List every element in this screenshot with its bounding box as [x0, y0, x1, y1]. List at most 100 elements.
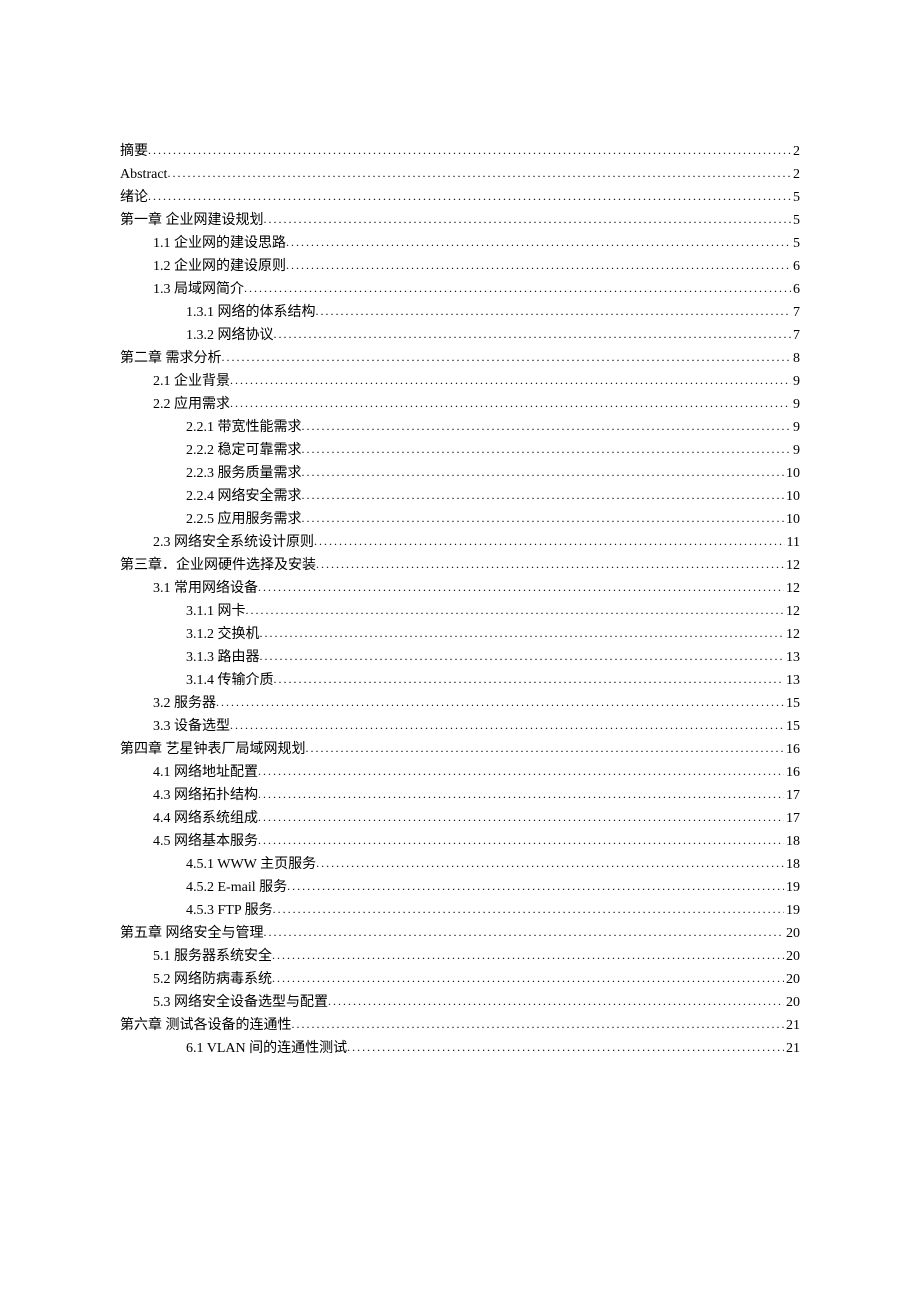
toc-leader-dots: [258, 760, 784, 783]
toc-entry-title: 5.2 网络防病毒系统: [153, 968, 272, 991]
toc-entry-page: 11: [785, 531, 800, 554]
toc-leader-dots: [287, 875, 784, 898]
toc-entry-title: 2.2.3 服务质量需求: [186, 462, 302, 485]
toc-entry-title: 第一章 企业网建设规划: [120, 209, 264, 232]
toc-entry: 4.5.3 FTP 服务 19: [120, 899, 800, 922]
toc-entry: 3.3 设备选型 15: [120, 715, 800, 738]
toc-leader-dots: [272, 967, 784, 990]
toc-leader-dots: [230, 369, 791, 392]
toc-entry: 1.3.2 网络协议 7: [120, 324, 800, 347]
toc-leader-dots: [258, 783, 784, 806]
toc-entry-page: 21: [784, 1014, 800, 1037]
toc-entry: 5.3 网络安全设备选型与配置20: [120, 991, 800, 1014]
toc-entry-page: 12: [784, 554, 800, 577]
toc-entry: 3.1 常用网络设备12: [120, 577, 800, 600]
toc-leader-dots: [246, 599, 785, 622]
toc-entry-title: 第六章 测试各设备的连通性: [120, 1014, 292, 1037]
toc-entry-title: 4.5.3 FTP 服务: [186, 899, 273, 922]
toc-entry-page: 8: [791, 347, 800, 370]
toc-entry-title: 4.3 网络拓扑结构: [153, 784, 258, 807]
toc-entry: 4.5.1 WWW 主页服务18: [120, 853, 800, 876]
toc-entry-page: 10: [784, 508, 800, 531]
toc-entry-page: 20: [784, 922, 800, 945]
toc-leader-dots: [273, 898, 784, 921]
toc-leader-dots: [274, 323, 792, 346]
toc-entry: 第四章 艺星钟表厂局域网规划16: [120, 738, 800, 761]
table-of-contents: 摘要2Abstract2绪论5第一章 企业网建设规划51.1 企业网的建设思路5…: [120, 140, 800, 1060]
toc-entry-page: 16: [784, 738, 800, 761]
toc-entry: 5.2 网络防病毒系统 20: [120, 968, 800, 991]
toc-entry-page: 18: [784, 830, 800, 853]
toc-entry-title: 第三章．企业网硬件选择及安装: [120, 554, 316, 577]
toc-entry: 第三章．企业网硬件选择及安装 12: [120, 554, 800, 577]
toc-entry-page: 12: [784, 600, 800, 623]
toc-entry: 第二章 需求分析 8: [120, 347, 800, 370]
toc-leader-dots: [272, 944, 784, 967]
toc-entry-title: 1.3.1 网络的体系结构: [186, 301, 316, 324]
toc-leader-dots: [222, 346, 792, 369]
toc-entry-page: 9: [791, 370, 800, 393]
toc-entry-title: 5.1 服务器系统安全: [153, 945, 272, 968]
toc-entry-page: 9: [791, 393, 800, 416]
toc-entry: 3.2 服务器15: [120, 692, 800, 715]
toc-entry-title: 4.1 网络地址配置: [153, 761, 258, 784]
toc-entry-title: 2.2.4 网络安全需求: [186, 485, 302, 508]
toc-leader-dots: [264, 921, 785, 944]
toc-entry-page: 7: [791, 301, 800, 324]
toc-entry: 1.1 企业网的建设思路5: [120, 232, 800, 255]
toc-leader-dots: [302, 438, 792, 461]
toc-entry: 2.2 应用需求9: [120, 393, 800, 416]
toc-leader-dots: [347, 1036, 784, 1059]
toc-entry-page: 15: [784, 692, 800, 715]
toc-entry-title: 2.2.1 带宽性能需求: [186, 416, 302, 439]
toc-entry-page: 2: [791, 140, 800, 163]
toc-entry: 5.1 服务器系统安全20: [120, 945, 800, 968]
toc-entry-page: 7: [791, 324, 800, 347]
toc-entry-title: 4.5.1 WWW 主页服务: [186, 853, 316, 876]
toc-entry-page: 20: [784, 968, 800, 991]
toc-leader-dots: [328, 990, 784, 1013]
toc-entry-title: 1.3.2 网络协议: [186, 324, 274, 347]
toc-entry-title: 1.3 局域网简介: [153, 278, 244, 301]
toc-entry-page: 16: [784, 761, 800, 784]
toc-entry-title: 4.5.2 E-mail 服务: [186, 876, 287, 899]
toc-leader-dots: [260, 622, 785, 645]
toc-entry-title: 1.2 企业网的建设原则: [153, 255, 286, 278]
toc-entry-title: 第二章 需求分析: [120, 347, 222, 370]
toc-entry-page: 21: [784, 1037, 800, 1060]
toc-entry: 4.5 网络基本服务18: [120, 830, 800, 853]
toc-leader-dots: [274, 668, 785, 691]
toc-entry-title: 1.1 企业网的建设思路: [153, 232, 286, 255]
toc-entry-page: 10: [784, 462, 800, 485]
toc-entry: 第五章 网络安全与管理20: [120, 922, 800, 945]
toc-entry-page: 19: [784, 899, 800, 922]
toc-leader-dots: [167, 162, 791, 185]
toc-leader-dots: [292, 1013, 785, 1036]
toc-leader-dots: [148, 139, 791, 162]
toc-leader-dots: [302, 415, 792, 438]
toc-leader-dots: [314, 530, 785, 553]
toc-entry: 2.3 网络安全系统设计原则11: [120, 531, 800, 554]
toc-entry: 2.2.2 稳定可靠需求9: [120, 439, 800, 462]
toc-entry: 3.1.2 交换机12: [120, 623, 800, 646]
toc-entry-title: 3.1.3 路由器: [186, 646, 260, 669]
toc-leader-dots: [258, 576, 784, 599]
toc-entry-title: 3.3 设备选型: [153, 715, 230, 738]
toc-entry: 绪论5: [120, 186, 800, 209]
toc-entry-page: 12: [784, 577, 800, 600]
toc-entry: 4.5.2 E-mail 服务 19: [120, 876, 800, 899]
toc-entry-page: 15: [784, 715, 800, 738]
toc-entry-title: 2.2.2 稳定可靠需求: [186, 439, 302, 462]
toc-entry: 2.2.5 应用服务需求10: [120, 508, 800, 531]
toc-leader-dots: [306, 737, 785, 760]
toc-entry-title: 摘要: [120, 140, 148, 163]
toc-entry: 1.3.1 网络的体系结构 7: [120, 301, 800, 324]
toc-leader-dots: [258, 806, 784, 829]
toc-entry: 1.2 企业网的建设原则6: [120, 255, 800, 278]
toc-leader-dots: [302, 484, 785, 507]
toc-entry-title: 3.1.4 传输介质: [186, 669, 274, 692]
toc-leader-dots: [286, 254, 791, 277]
toc-leader-dots: [148, 185, 791, 208]
toc-entry-page: 19: [784, 876, 800, 899]
toc-entry: Abstract2: [120, 163, 800, 186]
